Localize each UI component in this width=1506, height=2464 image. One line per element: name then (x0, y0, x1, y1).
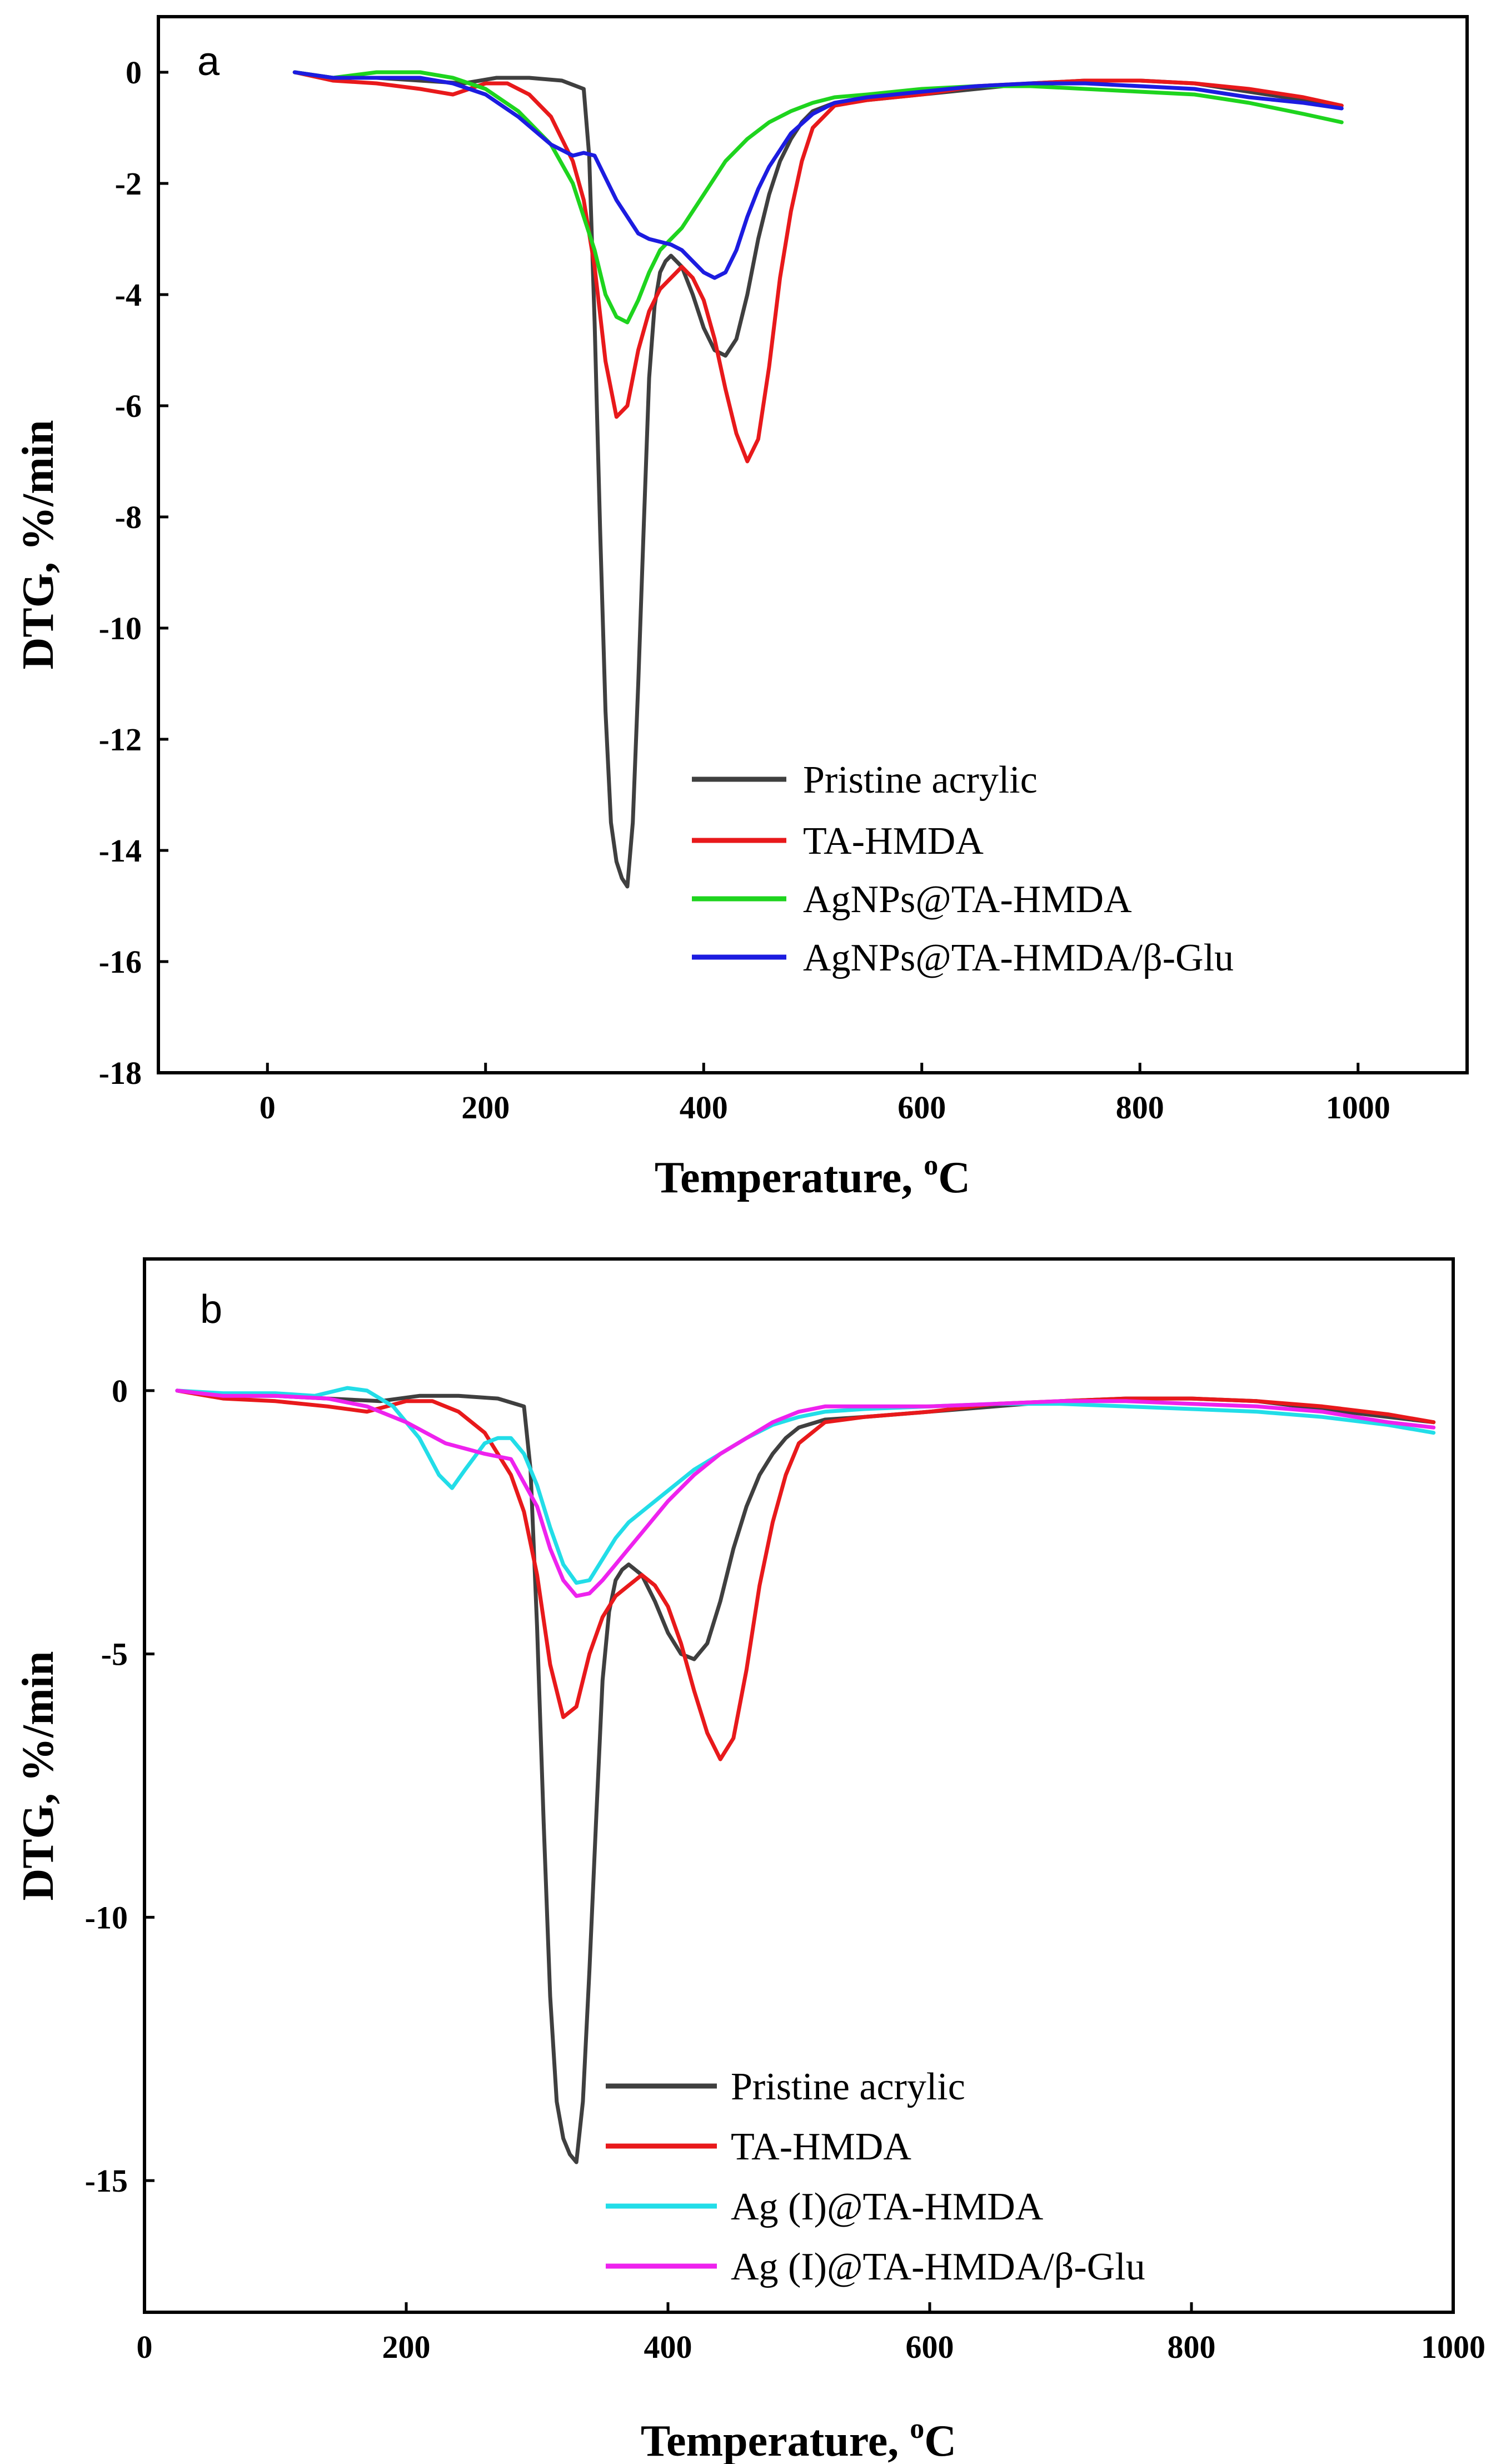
y-tick-label: -6 (115, 388, 142, 424)
panel-a-x-axis-title: Temperature, oC (655, 1149, 970, 1202)
panel-b-x-axis-title: Temperature, oC (641, 2413, 956, 2464)
legend-label-ta-hmda: TA-HMDA (731, 2125, 911, 2168)
y-tick-label: -16 (99, 944, 142, 980)
x-tick-label: 400 (644, 2329, 692, 2365)
y-tick-label: -18 (99, 1055, 142, 1091)
y-tick-label: -5 (101, 1636, 128, 1672)
y-tick-label: 0 (126, 54, 142, 91)
legend-label-ag-i-ta-hmda: Ag (I)@TA-HMDA (731, 2186, 1044, 2228)
x-tick-label: 800 (1116, 1089, 1164, 1126)
panel-b-legend: Pristine acrylic TA-HMDA Ag (I)@TA-HMDA … (606, 2065, 1145, 2288)
panel-b-letter: b (200, 1287, 222, 1332)
y-tick-label: -12 (99, 721, 142, 758)
x-tick-label: 0 (137, 2329, 153, 2365)
y-tick-label: -14 (99, 833, 142, 869)
series-line-agnps-ta-hmda-beta-glu (292, 70, 1344, 280)
panel-a-ticks: 0 200 400 600 800 1000 0 -2 -4 -6 -8 -10 -12 -14 -16 -1… (99, 54, 1390, 1126)
y-tick-label: -4 (115, 277, 142, 313)
panel-b-series (175, 1386, 1436, 2164)
panel-b-y-axis-title: DTG, %/min (14, 1651, 63, 1901)
y-tick-label: 0 (112, 1373, 128, 1409)
legend-label-agnps-ta-hmda: AgNPs@TA-HMDA (803, 878, 1132, 921)
x-tick-label: 600 (897, 1089, 946, 1126)
legend-label-pristine-acrylic: Pristine acrylic (731, 2065, 965, 2108)
y-tick-label: -8 (115, 499, 142, 535)
x-tick-label: 200 (461, 1089, 510, 1126)
x-tick-label: 1000 (1326, 1089, 1390, 1126)
legend-label-agnps-ta-hmda-beta-glu: AgNPs@TA-HMDA/β-Glu (803, 937, 1234, 979)
panel-b-plot-frame (143, 1257, 1455, 2314)
legend-label-ta-hmda: TA-HMDA (803, 820, 984, 863)
x-tick-label: 200 (382, 2329, 431, 2365)
panel-b-ticks: 0 200 400 600 800 1000 0 -5 -10 -15 (85, 1373, 1485, 2365)
y-tick-label: -15 (85, 2163, 128, 2199)
series-line-agnps-ta-hmda (292, 70, 1344, 325)
y-tick-label: -10 (85, 1899, 128, 1935)
panel-a-plot-frame (157, 15, 1469, 1074)
series-line-ag-i-ta-hmda-beta-glu (175, 1388, 1436, 1598)
x-tick-label: 0 (260, 1089, 276, 1126)
x-tick-label: 800 (1168, 2329, 1216, 2365)
legend-label-ag-i-ta-hmda-beta-glu: Ag (I)@TA-HMDA/β-Glu (731, 2246, 1145, 2288)
y-tick-label: -10 (99, 610, 142, 646)
panel-b: 0 200 400 600 800 1000 0 -5 -10 -15 b Temperature… (14, 1257, 1485, 2464)
y-tick-label: -2 (115, 166, 142, 202)
panel-a: 0 200 400 600 800 1000 0 -2 -4 -6 -8 -10 -12 -14 -16 -1… (14, 15, 1469, 1202)
panel-a-legend: Pristine acrylic TA-HMDA AgNPs@TA-HMDA A… (692, 759, 1234, 979)
panel-a-y-axis-title: DTG, %/min (14, 420, 63, 670)
x-tick-label: 400 (680, 1089, 728, 1126)
panel-a-series (292, 70, 1344, 889)
legend-label-pristine-acrylic: Pristine acrylic (803, 759, 1038, 802)
x-tick-label: 1000 (1421, 2329, 1485, 2365)
panel-a-letter: a (197, 39, 220, 84)
x-tick-label: 600 (906, 2329, 954, 2365)
